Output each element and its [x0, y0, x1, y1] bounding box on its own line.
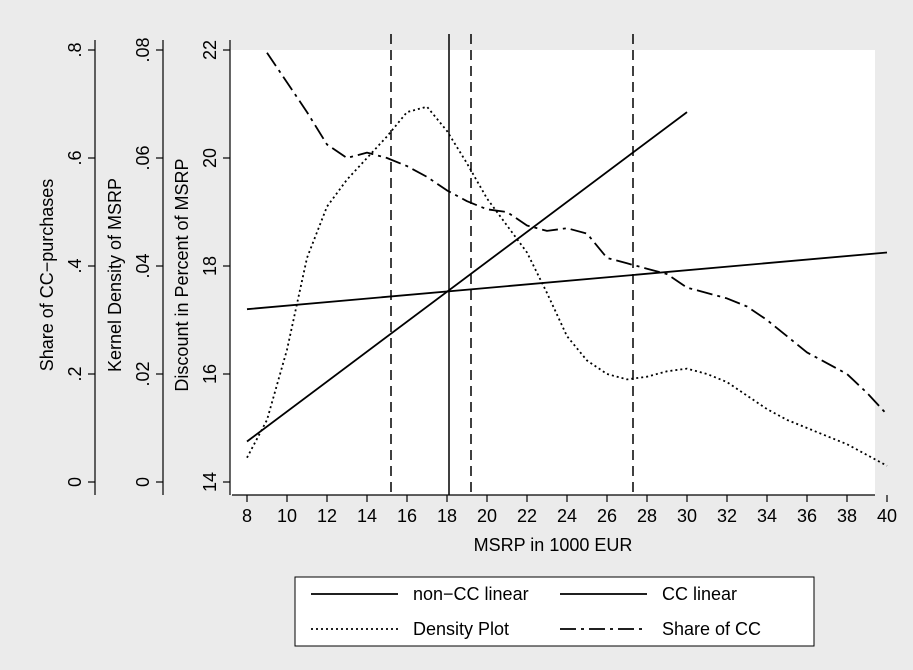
series-line-share-of-cc	[266, 52, 888, 416]
y-axis-2-tick-label: .04	[133, 253, 153, 278]
reference-lines	[390, 34, 634, 495]
x-tick-label: 10	[277, 506, 297, 526]
x-tick-label: 16	[397, 506, 417, 526]
x-tick-label: 32	[717, 506, 737, 526]
series-line-cc-linear	[246, 111, 688, 443]
y-axis-2-tick-label: 0	[133, 477, 153, 487]
y-axis-2-tick-label: .06	[133, 145, 153, 170]
x-tick-label: 40	[877, 506, 897, 526]
y-axis-3-tick-label: .2	[65, 366, 85, 381]
y-axis-2-title: Kernel Density of MSRP	[105, 178, 125, 372]
y-axis-3-tick-label: 0	[65, 477, 85, 487]
x-tick-label: 28	[637, 506, 657, 526]
x-tick-label: 8	[242, 506, 252, 526]
legend-box	[294, 576, 815, 647]
x-tick-label: 26	[597, 506, 617, 526]
legend-label-2: Density Plot	[413, 619, 509, 639]
x-tick-label: 36	[797, 506, 817, 526]
x-tick-label: 12	[317, 506, 337, 526]
y-axis-1-tick-label: 14	[200, 472, 220, 492]
y-axis-2-tick-label: .02	[133, 361, 153, 386]
legend-label-0: non−CC linear	[413, 584, 529, 604]
x-tick-label: 18	[437, 506, 457, 526]
legend: non−CC linear CC linear Density Plot Share …	[294, 576, 815, 647]
x-tick-label: 24	[557, 506, 577, 526]
x-axis-title: MSRP in 1000 EUR	[474, 535, 633, 555]
y-axis-3-tick-label: .8	[65, 42, 85, 57]
y-axis-1-tick-label: 22	[200, 40, 220, 60]
legend-label-3: Share of CC	[662, 619, 761, 639]
y-axis-3-tick-label: .6	[65, 150, 85, 165]
series-group	[246, 52, 888, 467]
y-axis-1-tick-label: 18	[200, 256, 220, 276]
x-tick-label: 30	[677, 506, 697, 526]
y-axis-2-tick-label: .08	[133, 37, 153, 62]
x-tick-label: 34	[757, 506, 777, 526]
series-line-non-cc-linear	[246, 251, 888, 311]
y-axis-3-tick-label: .4	[65, 258, 85, 273]
y-axis-1-tick-label: 20	[200, 148, 220, 168]
x-tick-label: 38	[837, 506, 857, 526]
x-tick-label: 22	[517, 506, 537, 526]
plot-area	[230, 50, 875, 495]
legend-label-1: CC linear	[662, 584, 737, 604]
y-axis-1-title: Discount in Percent of MSRP	[172, 158, 192, 391]
x-tick-label: 20	[477, 506, 497, 526]
y-axis-1-tick-label: 16	[200, 364, 220, 384]
axes: 8 10 12 14 16 18 20 22 24 26 28 30 32 34 36 38 40 14 16 18 2…	[37, 37, 897, 526]
x-tick-label: 14	[357, 506, 377, 526]
y-axis-3-title: Share of CC−purchases	[37, 179, 57, 372]
